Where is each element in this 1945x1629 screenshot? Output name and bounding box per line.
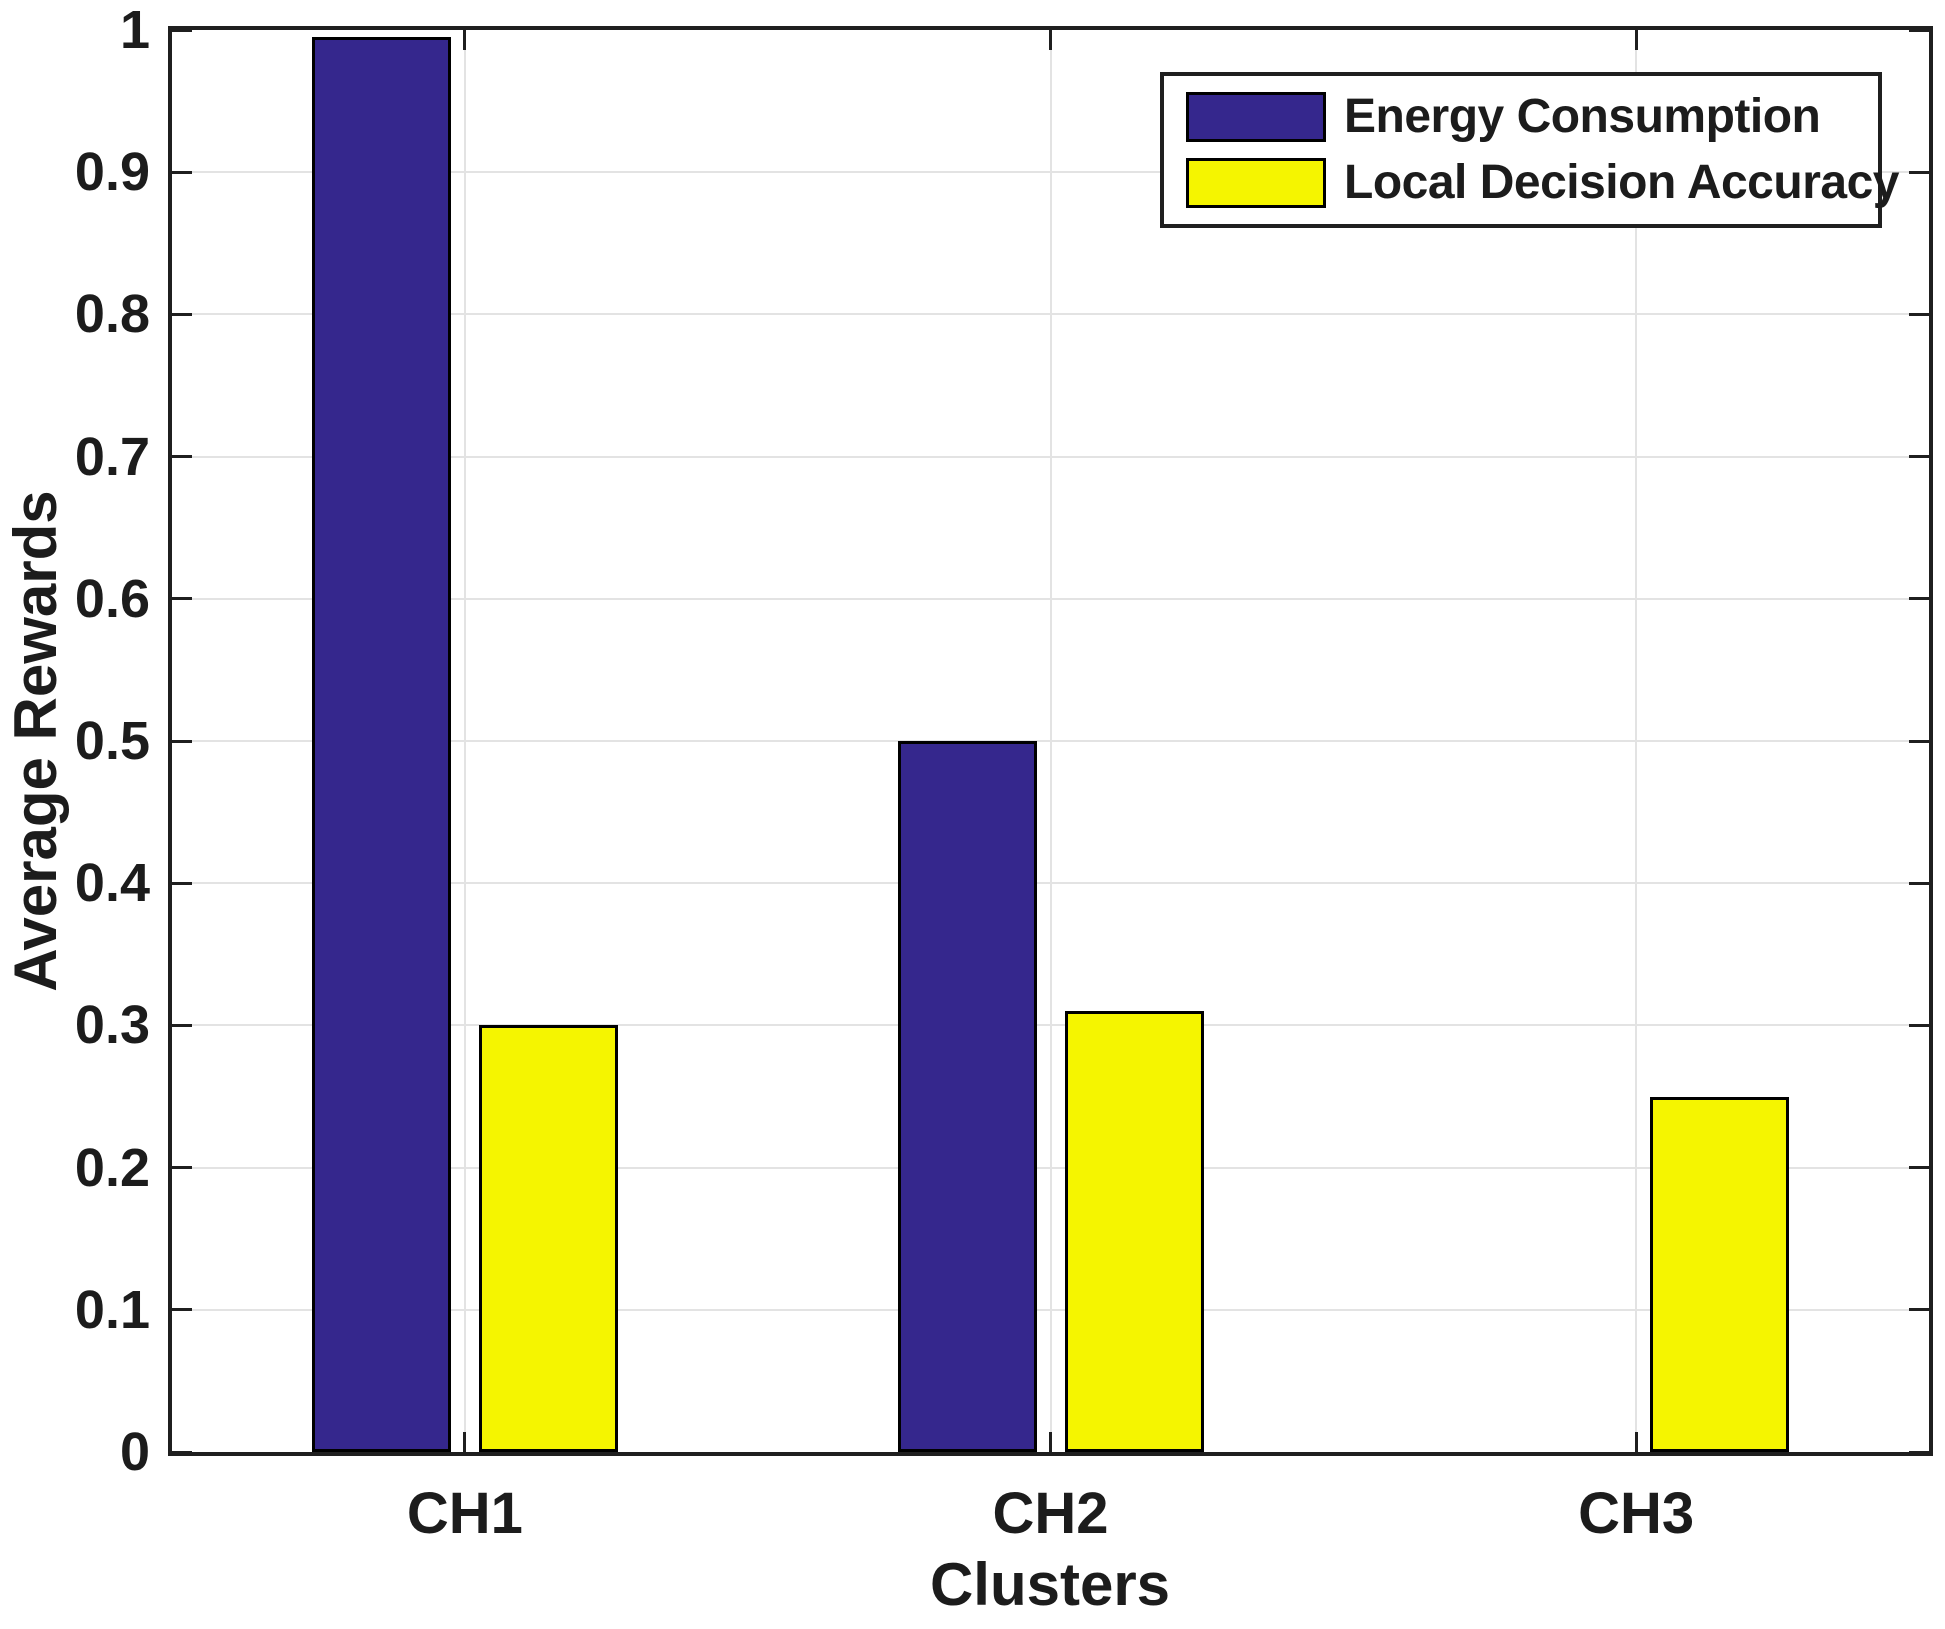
y-axis-tick-right [1909,1166,1929,1170]
legend-item-label: Energy Consumption [1344,90,1821,143]
bar-ch1-local-decision-accuracy [478,1025,618,1452]
x-axis-tick [1049,1432,1052,1452]
y-tick-label: 0.8 [74,284,150,345]
legend-item-label: Local Decision Accuracy [1344,156,1899,209]
y-axis-tick [172,597,192,601]
legend-swatch-energy-consumption [1186,92,1326,142]
y-tick-label: 0.9 [74,142,150,203]
x-tick-label: CH1 [406,1481,523,1546]
y-tick-label: 0.5 [74,711,150,771]
y-axis-tick [172,881,192,885]
x-axis-tick [1634,1432,1638,1452]
x-axis-tick [463,1432,467,1452]
y-axis-tick [172,1023,192,1027]
y-axis-tick [172,28,192,32]
y-axis-tick-right [1909,1308,1929,1312]
y-axis-tick [172,312,192,316]
y-tick-label: 0.2 [74,1137,150,1198]
y-tick-label: 0.6 [74,568,150,629]
y-axis-tick-right [1909,1450,1929,1454]
y-axis-tick [172,1166,192,1170]
bar-ch2-local-decision-accuracy [1064,1011,1204,1452]
y-axis-tick-right [1909,170,1929,174]
y-tick-label: 0.4 [74,853,150,914]
y-axis-tick [172,170,192,174]
x-axis-tick-top [1049,30,1052,50]
vertical-gridline [1049,30,1052,1452]
legend-item: Energy Consumption [1164,92,1878,142]
y-axis-tick-right [1909,28,1929,32]
x-axis-tick-top [463,30,467,50]
x-axis-title: Clusters [929,1551,1171,1618]
y-tick-label: 0 [119,1422,150,1482]
plot-area [168,26,1933,1456]
y-tick-label: 0.3 [74,995,150,1056]
y-axis-tick [172,1450,192,1454]
vertical-gridline [463,30,466,1452]
y-axis-tick-right [1909,881,1929,885]
y-axis-tick [172,455,192,459]
x-axis-tick-top [1634,30,1638,50]
bar-ch2-energy-consumption [897,741,1037,1452]
x-tick-label: CH3 [1578,1481,1695,1546]
x-tick-label: CH2 [992,1481,1109,1546]
y-axis-tick-right [1909,597,1929,601]
y-axis-tick-right [1909,455,1929,459]
legend-item: Local Decision Accuracy [1164,158,1899,208]
y-axis-tick [172,1308,192,1312]
bar-ch1-energy-consumption [311,37,451,1452]
y-tick-label: 0.7 [74,426,150,487]
y-axis-tick [172,739,192,743]
legend-swatch-local-decision-accuracy [1186,158,1326,208]
bar-ch3-local-decision-accuracy [1650,1096,1790,1452]
y-tick-label: 1 [119,0,150,60]
legend: Energy Consumption Local Decision Accurac… [1160,72,1899,228]
y-axis-tick-right [1909,312,1929,316]
y-axis-tick-right [1909,1023,1929,1027]
vertical-gridline [1635,30,1638,1452]
y-axis-tick-right [1909,739,1929,743]
y-tick-label: 0.1 [74,1279,150,1340]
